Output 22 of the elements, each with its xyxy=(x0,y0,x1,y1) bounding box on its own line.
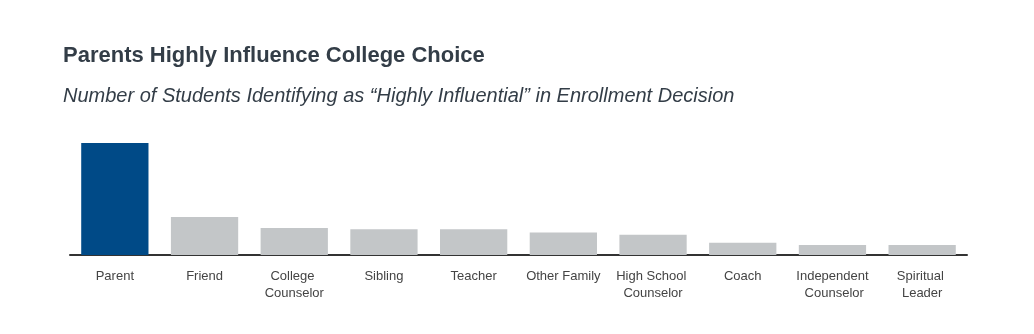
x-tick-label: Friend xyxy=(186,268,223,283)
x-tick-label: Parent xyxy=(95,268,135,283)
bar xyxy=(798,244,867,255)
chart-title: Parents Highly Influence College Choice xyxy=(63,41,485,67)
bar xyxy=(619,234,687,255)
bar xyxy=(350,229,418,255)
x-tick-label: Sibling xyxy=(364,268,404,283)
bar xyxy=(170,216,239,255)
x-tick-label: Independent Counselor xyxy=(796,268,869,300)
x-tick-label: Other Family xyxy=(526,268,602,283)
bar xyxy=(888,244,956,255)
bar xyxy=(529,232,597,255)
bar xyxy=(440,229,508,255)
x-tick-label: High School Counselor xyxy=(616,268,690,300)
x-tick-label: College Counselor xyxy=(264,268,325,300)
x-tick-label: Spiritual Leader xyxy=(896,268,948,300)
bar xyxy=(709,242,777,255)
bar xyxy=(260,228,328,255)
bar xyxy=(81,143,149,255)
x-tick-label: Teacher xyxy=(450,268,498,283)
x-tick-label: Coach xyxy=(723,268,762,283)
chart-subtitle: Number of Students Identifying as “Highly Influential” in Enrollment Decision xyxy=(63,84,735,106)
